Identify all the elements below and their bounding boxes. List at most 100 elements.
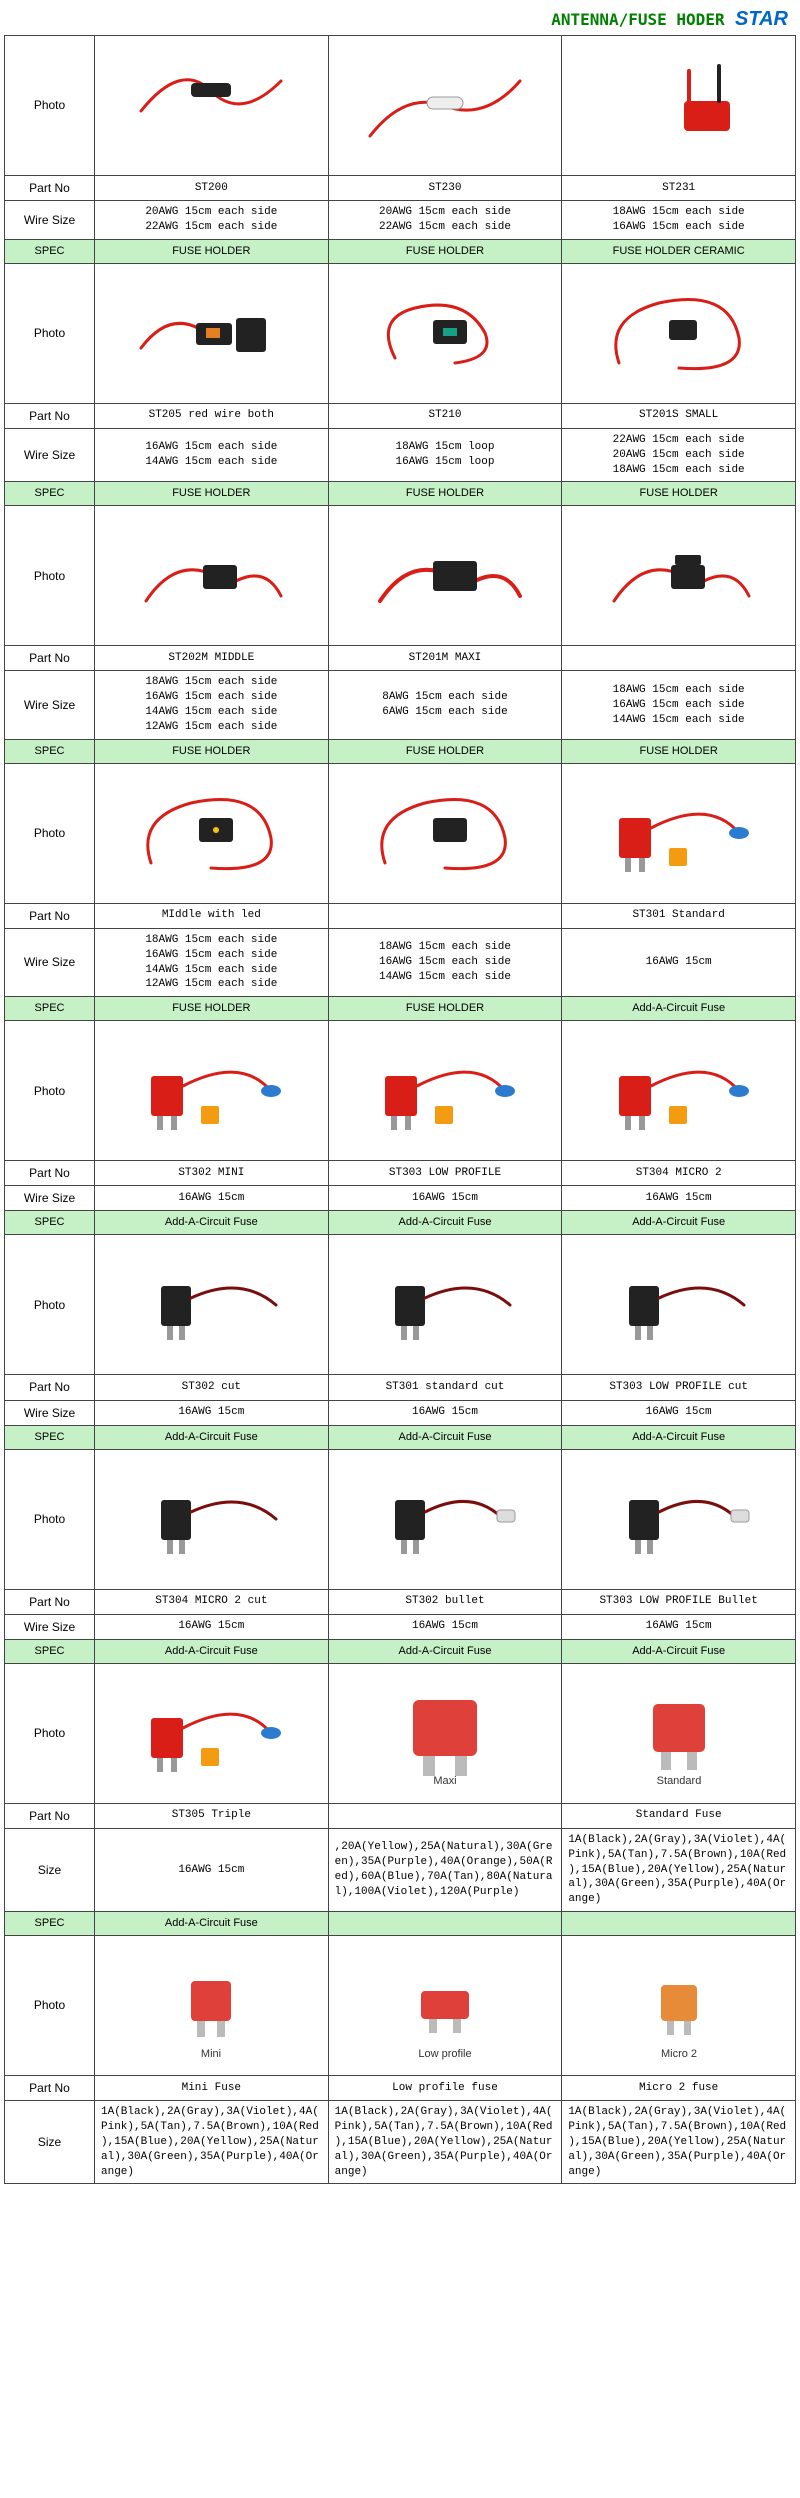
label-photo: Photo xyxy=(5,1663,95,1803)
spec-row: SPECFUSE HOLDERFUSE HOLDERFUSE HOLDER CE… xyxy=(5,239,796,263)
label-partno: Part No xyxy=(5,2076,95,2101)
spec-cell: Add-A-Circuit Fuse xyxy=(328,1425,562,1449)
product-photo xyxy=(95,1021,329,1161)
wiresize-cell: 16AWG 15cm xyxy=(328,1614,562,1639)
spec-cell: FUSE HOLDER xyxy=(328,239,562,263)
partno-cell xyxy=(328,1803,562,1828)
spec-cell xyxy=(562,1912,796,1936)
photo-row: Photo xyxy=(5,1449,796,1589)
spec-row: SPECAdd-A-Circuit FuseAdd-A-Circuit Fuse… xyxy=(5,1639,796,1663)
wiresize-row: Wire Size16AWG 15cm each side14AWG 15cm … xyxy=(5,428,796,482)
label-partno: Part No xyxy=(5,403,95,428)
spec-cell: FUSE HOLDER xyxy=(562,739,796,763)
partno-cell: ST205 red wire both xyxy=(95,403,329,428)
wiresize-cell: 16AWG 15cm xyxy=(562,1614,796,1639)
partno-cell: ST200 xyxy=(95,176,329,201)
partno-cell: ST302 bullet xyxy=(328,1589,562,1614)
spec-cell: Add-A-Circuit Fuse xyxy=(328,1639,562,1663)
partno-cell: ST302 MINI xyxy=(95,1161,329,1186)
wiresize-row: Wire Size18AWG 15cm each side16AWG 15cm … xyxy=(5,928,796,996)
wiresize-cell: 22AWG 15cm each side20AWG 15cm each side… xyxy=(562,428,796,482)
partno-cell: ST302 cut xyxy=(95,1375,329,1400)
label-photo: Photo xyxy=(5,263,95,403)
wiresize-cell: 16AWG 15cm xyxy=(95,1614,329,1639)
partno-cell: Low profile fuse xyxy=(328,2076,562,2101)
wiresize-row: Wire Size16AWG 15cm16AWG 15cm16AWG 15cm xyxy=(5,1186,796,1211)
partno-row: Part NoST200ST230ST231 xyxy=(5,176,796,201)
wiresize-cell: 18AWG 15cm each side16AWG 15cm each side xyxy=(562,201,796,240)
label-wiresize: Wire Size xyxy=(5,1186,95,1211)
svg-text:Standard: Standard xyxy=(656,1775,701,1787)
product-photo xyxy=(328,1449,562,1589)
product-photo: Mini xyxy=(95,1936,329,2076)
partno-cell: ST304 MICRO 2 xyxy=(562,1161,796,1186)
spec-cell: Add-A-Circuit Fuse xyxy=(562,997,796,1021)
label-spec: SPEC xyxy=(5,739,95,763)
label-size: Size xyxy=(5,2101,95,2184)
label-photo: Photo xyxy=(5,36,95,176)
photo-row: Photo xyxy=(5,36,796,176)
partno-cell: Mini Fuse xyxy=(95,2076,329,2101)
label-photo: Photo xyxy=(5,1235,95,1375)
partno-cell xyxy=(328,903,562,928)
product-photo xyxy=(562,1449,796,1589)
wiresize-cell: 18AWG 15cm each side16AWG 15cm each side… xyxy=(95,671,329,739)
spec-cell: Add-A-Circuit Fuse xyxy=(562,1211,796,1235)
size-cell: 16AWG 15cm xyxy=(95,1828,329,1911)
label-wiresize: Wire Size xyxy=(5,1614,95,1639)
partno-cell: ST301 standard cut xyxy=(328,1375,562,1400)
product-photo xyxy=(562,763,796,903)
partno-cell: ST231 xyxy=(562,176,796,201)
photo-row: Photo xyxy=(5,263,796,403)
catalog-table: PhotoPart NoST200ST230ST231Wire Size20AW… xyxy=(4,35,796,2184)
spec-cell: FUSE HOLDER xyxy=(95,997,329,1021)
partno-row: Part NoST202M MIDDLEST201M MAXI xyxy=(5,646,796,671)
wiresize-cell: 18AWG 15cm each side16AWG 15cm each side… xyxy=(328,928,562,996)
photo-row: PhotoMiniLow profileMicro 2 xyxy=(5,1936,796,2076)
spec-row: SPEC Add-A-Circuit FuseAdd-A-Circuit Fuse… xyxy=(5,1425,796,1449)
header-title: ANTENNA/FUSE HODER xyxy=(551,10,724,29)
partno-row: Part NoST302 cutST301 standard cutST303 … xyxy=(5,1375,796,1400)
product-photo xyxy=(328,1235,562,1375)
label-partno: Part No xyxy=(5,1161,95,1186)
size-cell: 1A(Black),2A(Gray),3A(Violet),4A(Pink),5… xyxy=(562,2101,796,2184)
spec-cell: Add-A-Circuit Fuse xyxy=(562,1425,796,1449)
spec-cell: FUSE HOLDER xyxy=(328,739,562,763)
product-photo xyxy=(562,1021,796,1161)
spec-cell xyxy=(328,1912,562,1936)
product-photo: Standard xyxy=(562,1663,796,1803)
product-photo xyxy=(95,763,329,903)
partno-cell: ST210 xyxy=(328,403,562,428)
product-photo xyxy=(562,1235,796,1375)
partno-row: Part NoST302 MINIST303 LOW PROFILEST304 … xyxy=(5,1161,796,1186)
label-spec: SPEC xyxy=(5,1912,95,1936)
label-spec: SPEC xyxy=(5,1425,95,1449)
spec-cell: Add-A-Circuit Fuse xyxy=(95,1211,329,1235)
wiresize-cell: 20AWG 15cm each side22AWG 15cm each side xyxy=(328,201,562,240)
spec-cell: Add-A-Circuit Fuse xyxy=(95,1639,329,1663)
label-photo: Photo xyxy=(5,506,95,646)
wiresize-row: Wire Size16AWG 15cm16AWG 15cm16AWG 15cm xyxy=(5,1400,796,1425)
partno-cell: ST201S SMALL xyxy=(562,403,796,428)
product-photo xyxy=(328,506,562,646)
spec-cell: Add-A-Circuit Fuse xyxy=(328,1211,562,1235)
product-photo: Low profile xyxy=(328,1936,562,2076)
wiresize-cell: 18AWG 15cm each side16AWG 15cm each side… xyxy=(562,671,796,739)
svg-text:Low profile: Low profile xyxy=(418,2048,471,2060)
label-spec: SPEC xyxy=(5,1639,95,1663)
wiresize-cell: 16AWG 15cm xyxy=(328,1186,562,1211)
partno-cell: ST230 xyxy=(328,176,562,201)
photo-row: Photo Maxi Standard xyxy=(5,1663,796,1803)
size-row: Size 1A(Black),2A(Gray),3A(Violet),4A(Pin… xyxy=(5,2101,796,2184)
label-spec: SPEC xyxy=(5,1211,95,1235)
partno-cell: ST303 LOW PROFILE cut xyxy=(562,1375,796,1400)
product-photo xyxy=(95,1449,329,1589)
spec-row: SPECAdd-A-Circuit Fuse xyxy=(5,1912,796,1936)
partno-cell: ST304 MICRO 2 cut xyxy=(95,1589,329,1614)
svg-text:Mini: Mini xyxy=(201,2048,221,2060)
product-photo: Maxi xyxy=(328,1663,562,1803)
wiresize-row: Wire Size16AWG 15cm16AWG 15cm16AWG 15cm xyxy=(5,1614,796,1639)
wiresize-cell: 16AWG 15cm xyxy=(328,1400,562,1425)
size-cell: 1A(Black),2A(Gray),3A(Violet),4A(Pink),5… xyxy=(328,2101,562,2184)
wiresize-cell: 16AWG 15cm each side14AWG 15cm each side xyxy=(95,428,329,482)
